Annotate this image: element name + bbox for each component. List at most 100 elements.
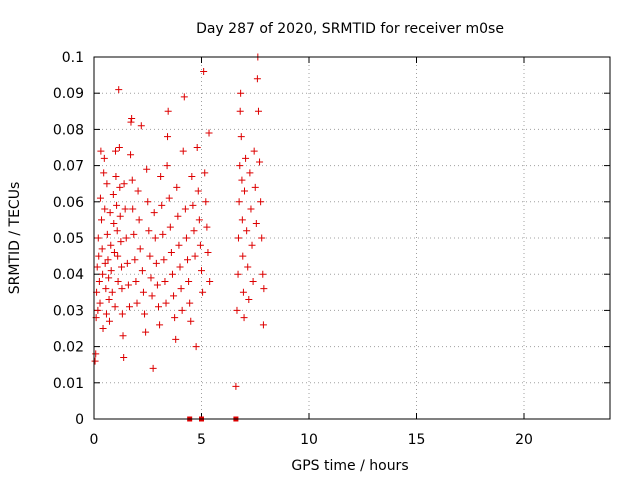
data-point-marker [96,194,104,202]
data-point-marker [133,299,141,307]
data-point-marker [166,223,174,231]
data-point-marker [127,118,135,126]
data-point-marker [188,172,196,180]
data-point-marker [182,234,190,242]
data-point-marker [234,234,242,242]
data-point-marker [128,176,136,184]
data-point-marker [247,205,255,213]
data-point-marker [198,267,205,275]
data-point-marker [187,317,195,325]
data-point-marker [130,230,138,238]
data-point-marker [177,285,185,293]
data-point-marker [199,288,207,296]
data-point-marker [254,107,262,115]
data-point-marker [95,252,103,260]
data-point-marker [107,241,115,249]
data-point-marker [122,234,130,242]
data-point-marker [164,107,172,115]
data-point-marker [114,277,122,285]
data-point-marker [163,162,171,170]
axis-ticks: 0 5 10 15 20 0 0.01 0.02 0.03 0.04 0.05 0.06 0.07 0.0… [53,50,610,448]
data-point-marker [250,147,258,155]
data-point-marker [118,263,126,271]
y-tick-label: 0.01 [53,376,84,392]
data-point-marker [103,180,111,188]
data-point-marker [174,212,182,220]
y-tick-label: 0.03 [53,303,84,319]
y-tick-label: 0.02 [53,340,84,356]
data-point-marker [116,183,124,191]
data-point-marker [236,162,244,170]
data-point-marker [94,234,102,242]
data-point-marker [112,147,119,155]
data-point-marker [103,230,111,238]
data-point-marker [251,183,259,191]
data-point-marker [239,288,247,296]
data-point-marker [108,288,116,296]
grid-lines [94,57,610,419]
data-point-marker [152,259,160,267]
data-point-marker [100,154,108,162]
data-point-marker [181,205,189,213]
data-point-marker [115,86,123,94]
data-point-marker [161,277,169,285]
data-point-marker [92,350,100,358]
data-point-marker [129,205,137,213]
data-point-marker [158,201,166,209]
data-point-marker [127,151,135,159]
x-tick-label: 0 [90,432,99,448]
data-point-marker [117,238,125,246]
data-point-marker [173,183,181,191]
data-point-marker [96,299,104,307]
data-point-marker [123,259,131,267]
data-point-marker [94,306,102,314]
data-point-marker [135,216,143,224]
data-point-marker [167,248,175,256]
data-point-marker [245,296,253,304]
data-point-marker [206,277,214,285]
data-point-marker [201,169,209,177]
data-point-marker [116,212,124,220]
data-point-marker [115,144,123,151]
plot-frame [93,56,611,420]
data-point-marker [102,285,110,293]
data-point-marker [144,198,152,206]
data-point-marker [121,205,129,213]
data-point-marker [233,306,241,314]
data-point-marker [104,256,112,264]
data-point-marker [193,144,201,151]
data-point-marker [107,267,115,275]
data-point-marker [171,314,179,322]
data-point-marker [151,234,159,242]
data-point-marker [190,227,198,235]
data-point-marker [145,227,153,235]
data-point-marker [239,252,247,260]
y-tick-label: 0.06 [53,195,84,211]
data-point-marker [143,165,151,173]
data-point-marker [109,191,117,199]
data-point-marker [186,299,194,307]
data-point-marker [160,256,168,264]
data-point-marker [134,187,142,195]
data-point-marker [165,194,173,202]
data-point-marker [172,335,180,343]
y-tick-label: 0.08 [53,122,84,138]
data-point-marker [259,321,267,329]
data-point-marker [132,277,140,285]
y-axis-label: SRMTID / TECUs [7,182,23,295]
chart-title: Day 287 of 2020, SRMTID for receiver m0s… [196,21,504,37]
data-point-marker [105,274,113,282]
data-point-marker [232,382,240,390]
data-point-marker [202,198,210,206]
x-tick-label: 10 [300,432,318,448]
data-point-marker [93,263,101,271]
data-point-marker [119,332,127,340]
data-point-marker [105,296,113,304]
data-point-marker [101,205,109,213]
data-point-marker [244,263,252,271]
data-point-marker [111,303,119,311]
data-point-marker [252,220,260,228]
data-point-marker [195,216,203,224]
data-point-marker [180,93,188,101]
data-point-marker [179,147,187,155]
